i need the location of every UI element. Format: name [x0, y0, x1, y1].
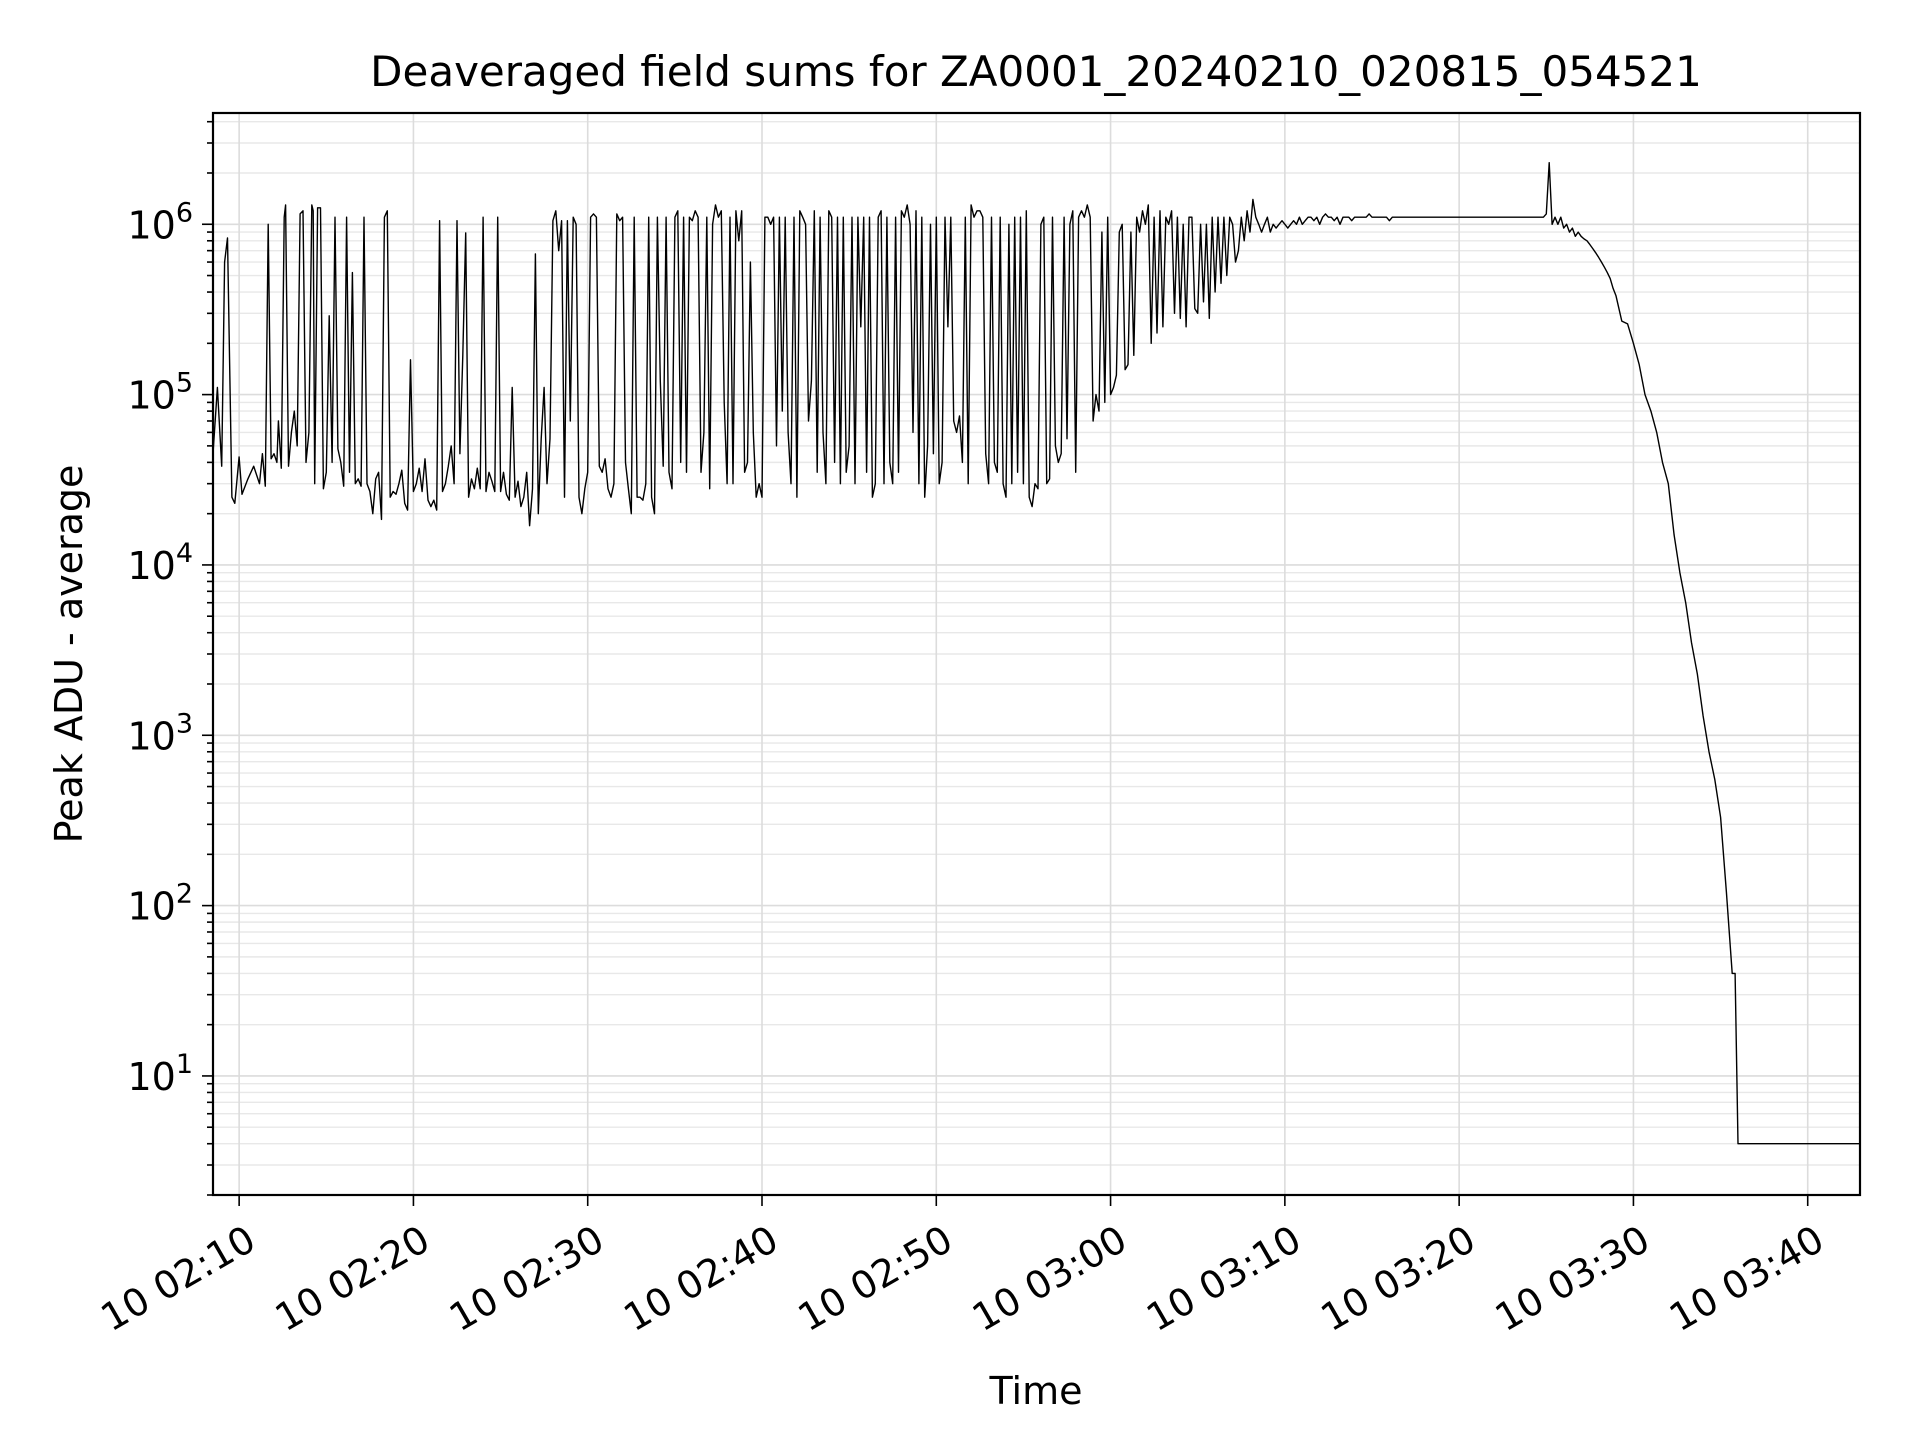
- y-tick-base: 10: [127, 374, 175, 418]
- chart-title: Deaveraged field sums for ZA0001_2024021…: [370, 47, 1702, 96]
- y-tick-exponent: 4: [176, 538, 193, 569]
- x-tick-label: 10 02:20: [268, 1217, 437, 1340]
- y-tick-base: 10: [127, 714, 175, 758]
- x-axis-label: Time: [989, 1369, 1083, 1413]
- y-tick-label: 101: [127, 1049, 193, 1099]
- y-tick-exponent: 1: [176, 1049, 193, 1080]
- y-tick-base: 10: [127, 544, 175, 588]
- x-tick-label: 10 03:00: [965, 1217, 1134, 1340]
- y-axis-label: Peak ADU - average: [47, 465, 91, 844]
- x-tick-label: 10 03:20: [1313, 1217, 1482, 1340]
- y-tick-exponent: 5: [176, 368, 193, 399]
- y-tick-base: 10: [127, 885, 175, 929]
- y-tick-label: 106: [127, 197, 193, 247]
- series-line-layer: [212, 162, 1860, 1145]
- x-tick-label: 10 02:10: [93, 1217, 262, 1340]
- y-tick-base: 10: [127, 1055, 175, 1099]
- x-tick-label: 10 03:30: [1488, 1217, 1657, 1340]
- x-tick-label: 10 03:40: [1662, 1217, 1831, 1340]
- x-tick-label: 10 02:40: [616, 1217, 785, 1340]
- x-tick-label: 10 02:50: [791, 1217, 960, 1340]
- x-tick-label: 10 03:10: [1139, 1217, 1308, 1340]
- series-line: [212, 162, 1860, 1145]
- y-tick-exponent: 6: [176, 197, 193, 228]
- y-tick-base: 10: [127, 203, 175, 247]
- grid: [213, 113, 1860, 1196]
- y-tick-exponent: 3: [176, 708, 193, 739]
- y-tick-label: 103: [127, 708, 193, 758]
- y-tick-exponent: 2: [176, 879, 193, 910]
- x-axis: 10 02:10 10 02:20 10 02:30 10 02:40 10 02:50…: [93, 1195, 1831, 1340]
- y-tick-label: 105: [127, 368, 193, 418]
- x-tick-label: 10 02:30: [442, 1217, 611, 1340]
- y-tick-label: 104: [127, 538, 193, 588]
- y-tick-label: 102: [127, 879, 193, 929]
